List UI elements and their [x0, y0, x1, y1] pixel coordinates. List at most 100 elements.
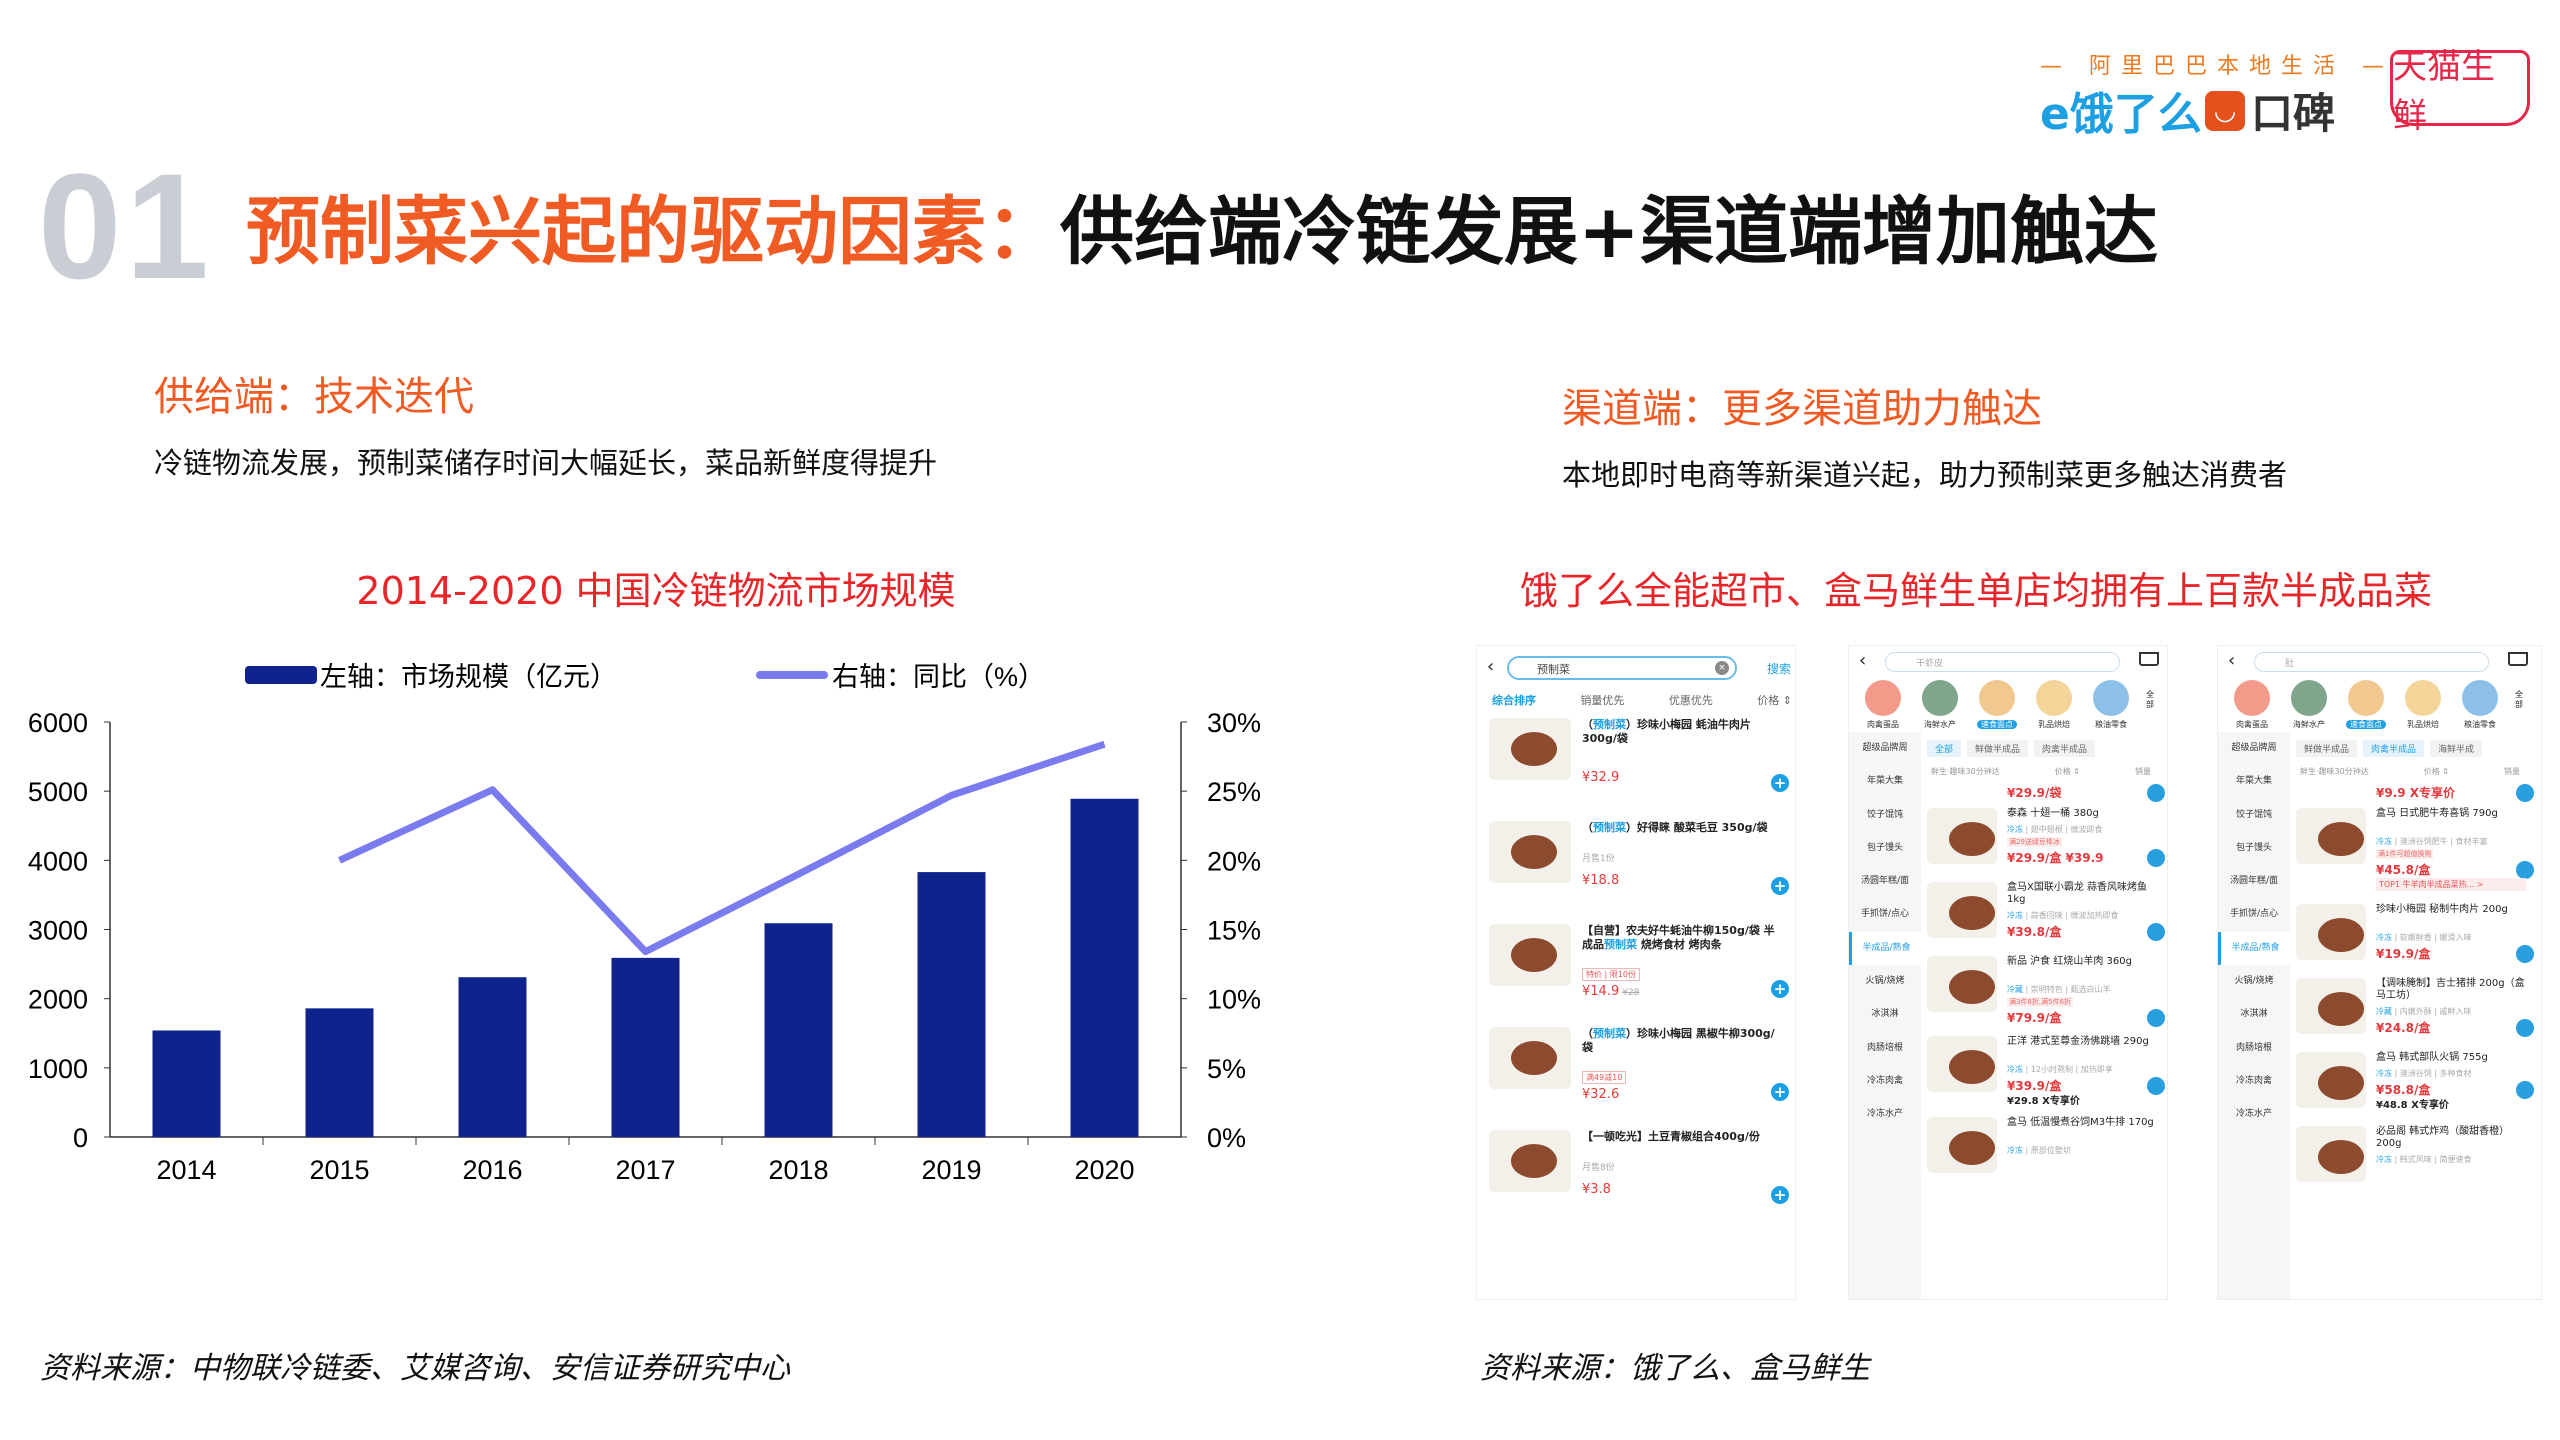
- sidebar-item[interactable]: 超级品牌周: [1862, 743, 1908, 753]
- category-item[interactable]: 肉禽蛋品: [2226, 680, 2278, 730]
- search-input[interactable]: 干虾皮: [1885, 652, 2120, 672]
- cart-add-icon[interactable]: [2516, 945, 2534, 963]
- category-item[interactable]: 乳品烘焙: [2397, 680, 2449, 730]
- cart-add-icon[interactable]: [2516, 1081, 2534, 1099]
- list-item[interactable]: 【一顿吃光】土豆青椒组合400g/份 月售8份 ¥3.8 +: [1489, 1130, 1789, 1204]
- search-input[interactable]: 肚: [2254, 652, 2489, 672]
- category-item[interactable]: 乳品烘焙: [2028, 680, 2080, 730]
- sort-option[interactable]: 鲜生·趣味30分钟达: [2300, 767, 2369, 776]
- search-input[interactable]: 预制菜 ×: [1507, 656, 1737, 680]
- filter-chip[interactable]: 海鲜半成: [2430, 740, 2483, 757]
- list-item[interactable]: 【调味腌制】吉士猪排 200g（盒马工坊） 冷藏 | 内嫩外酥 | 咸鲜入味 ¥24…: [2296, 978, 2536, 1048]
- sidebar-item[interactable]: 冰淇淋: [1871, 1009, 1899, 1020]
- product-title: 盒马 低温慢煮谷饲M3牛排 170g: [2007, 1117, 2154, 1128]
- sidebar-item[interactable]: 超级品牌周: [2231, 743, 2277, 753]
- list-item[interactable]: 盒马 低温慢煮谷饲M3牛排 170g 冷冻 | 原部位整切: [1927, 1117, 2167, 1187]
- back-icon[interactable]: ‹: [2228, 650, 2236, 671]
- list-item[interactable]: 盒马 日式肥牛寿喜锅 790g 冷冻 | 澳洲谷饲肥牛 | 食材丰富 满1件可超值换…: [2296, 808, 2536, 891]
- list-item[interactable]: 泰森 十翅一桶 380g 冷冻 | 翅中翅根 | 微波即食 满29送绿豆棒冰 ¥29.…: [1927, 808, 2167, 878]
- sidebar-item[interactable]: 肉肠培根: [1866, 1042, 1903, 1053]
- title-text: （: [1582, 821, 1593, 834]
- cart-icon[interactable]: [2508, 652, 2528, 666]
- sidebar-item[interactable]: 冷冻水产: [2235, 1109, 2272, 1120]
- list-item[interactable]: 新品 沪食 红烧山羊肉 360g 冷藏 | 崇明特色 | 甄选白山羊 满3件8折,满…: [1927, 956, 2167, 1027]
- back-icon[interactable]: ‹: [1859, 650, 1867, 671]
- sidebar-item[interactable]: 年菜大集: [2235, 776, 2272, 787]
- list-item[interactable]: 盒马X国联小霸龙 蒜香风味烤鱼 1kg 冷冻 | 蒜香回味 | 微波加热即食 ¥39…: [1927, 882, 2167, 952]
- sidebar-item[interactable]: 火锅/烧烤: [2234, 976, 2274, 987]
- all-categories-button[interactable]: 全部: [2146, 690, 2154, 709]
- sort-option[interactable]: 鲜生·趣味30分钟达: [1931, 767, 2000, 776]
- add-icon[interactable]: +: [1771, 980, 1789, 998]
- cart-icon[interactable]: [2139, 652, 2159, 666]
- sidebar-item[interactable]: 肉肠培根: [2235, 1042, 2272, 1053]
- add-icon[interactable]: +: [1771, 774, 1789, 792]
- sidebar-item[interactable]: 冷冻水产: [1866, 1109, 1903, 1120]
- add-icon[interactable]: +: [1771, 1083, 1789, 1101]
- sidebar-item[interactable]: 饺子馄饨: [2235, 809, 2272, 820]
- sidebar-item[interactable]: 冷冻肉禽: [2235, 1075, 2272, 1086]
- cart-add-icon[interactable]: [2516, 861, 2534, 879]
- filter-chip[interactable]: 肉禽半成品: [2034, 740, 2096, 757]
- category-item[interactable]: 速食面点: [1971, 680, 2023, 730]
- list-item[interactable]: 珍味小梅园 秘制牛肉片 200g 冷冻 | 软嫩鲜香 | 嫩滑入味 ¥19.9/盒: [2296, 904, 2536, 974]
- storage-type: 冷冻: [2376, 837, 2392, 846]
- cart-add-icon[interactable]: [2516, 1019, 2534, 1037]
- list-item[interactable]: （预制菜）珍味小梅园 蚝油牛肉片300g/袋 ¥32.9 +: [1489, 718, 1789, 792]
- sidebar-item[interactable]: 半成品/熟食: [2218, 931, 2290, 966]
- sidebar-item[interactable]: 手抓饼/点心: [1860, 909, 1910, 920]
- ranking-banner[interactable]: TOP1 牛羊肉半成品菜热... >: [2376, 878, 2526, 891]
- filter-chip[interactable]: 肉禽半成品: [2363, 740, 2425, 757]
- category-label: 海鲜水产: [2293, 720, 2325, 729]
- sort-option[interactable]: 价格 ⇕: [2423, 767, 2449, 776]
- product-title: 泰森 十翅一桶 380g: [2007, 808, 2099, 819]
- sort-tab[interactable]: 综合排序: [1492, 694, 1536, 707]
- sort-tab[interactable]: 销量优先: [1580, 694, 1625, 707]
- sort-tab[interactable]: 优惠优先: [1668, 694, 1713, 707]
- list-item[interactable]: （预制菜）好得睐 酸菜毛豆 350g/袋 月售1份 ¥18.8 +: [1489, 821, 1789, 895]
- list-item[interactable]: 必品阁 韩式炸鸡（酸甜香橙）200g 冷冻 | 韩式风味 | 简便速食: [2296, 1126, 2536, 1196]
- filter-chip[interactable]: 鲜做半成品: [1967, 740, 2029, 757]
- sidebar-item[interactable]: 饺子馄饨: [1866, 809, 1903, 820]
- all-categories-button[interactable]: 全部: [2515, 690, 2523, 709]
- sidebar-item[interactable]: 半成品/熟食: [1849, 931, 1921, 966]
- back-icon[interactable]: ‹: [1487, 656, 1495, 677]
- sort-option[interactable]: 销量: [2503, 767, 2520, 776]
- sort-option[interactable]: 价格 ⇕: [2054, 767, 2080, 776]
- food-image: [2318, 1066, 2364, 1100]
- category-item[interactable]: 肉禽蛋品: [1857, 680, 1909, 730]
- list-item[interactable]: （预制菜）珍味小梅园 黑椒牛柳300g/袋 满49减10 ¥32.6 +: [1489, 1027, 1789, 1102]
- add-icon[interactable]: +: [1771, 877, 1789, 895]
- left-tick-label: 1000: [28, 1054, 88, 1084]
- list-item[interactable]: 正洋 港式至尊金汤佛跳墙 290g 冷冻 | 12小时熬制 | 加热即享 ¥39.9…: [1927, 1036, 2167, 1107]
- sort-tab[interactable]: 价格 ⇕: [1757, 694, 1792, 707]
- sidebar-item[interactable]: 汤圆年糕/面: [2229, 876, 2279, 887]
- sidebar-item[interactable]: 火锅/烧烤: [1865, 976, 1905, 987]
- cart-add-icon[interactable]: [2147, 784, 2165, 802]
- sidebar-item[interactable]: 包子馒头: [1866, 842, 1903, 853]
- cart-add-icon[interactable]: [2147, 849, 2165, 867]
- filter-chip[interactable]: 全部: [1927, 740, 1962, 757]
- sidebar-item[interactable]: 汤圆年糕/面: [1860, 876, 1910, 887]
- search-button[interactable]: 搜索: [1767, 662, 1792, 676]
- category-item[interactable]: 海鲜水产: [1914, 680, 1966, 730]
- cart-add-icon[interactable]: [2147, 1077, 2165, 1095]
- clear-icon[interactable]: ×: [1715, 661, 1729, 675]
- category-item[interactable]: 速食面点: [2340, 680, 2392, 730]
- sidebar-item[interactable]: 手抓饼/点心: [2229, 909, 2279, 920]
- sidebar-item[interactable]: 年菜大集: [1866, 776, 1903, 787]
- cart-add-icon[interactable]: [2516, 784, 2534, 802]
- sidebar-item[interactable]: 包子馒头: [2235, 842, 2272, 853]
- category-item[interactable]: 粮油零食: [2085, 680, 2137, 730]
- sidebar-item[interactable]: 冰淇淋: [2240, 1009, 2268, 1020]
- sort-option[interactable]: 销量: [2134, 767, 2151, 776]
- list-item[interactable]: 【自营】农夫好牛蚝油牛柳150g/袋 半成品预制菜 烧烤食材 烤肉条 特价 | 限…: [1489, 924, 1789, 999]
- cart-add-icon[interactable]: [2147, 923, 2165, 941]
- category-item[interactable]: 粮油零食: [2454, 680, 2506, 730]
- sidebar-item[interactable]: 冷冻肉禽: [1866, 1075, 1903, 1086]
- add-icon[interactable]: +: [1771, 1186, 1789, 1204]
- filter-chip[interactable]: 鲜做半成品: [2296, 740, 2358, 757]
- list-item[interactable]: 盒马 韩式部队火锅 755g 冷冻 | 澳洲谷饲 | 多种食材 ¥58.8/盒 ¥48…: [2296, 1052, 2536, 1122]
- cart-add-icon[interactable]: [2147, 1009, 2165, 1027]
- category-item[interactable]: 海鲜水产: [2283, 680, 2335, 730]
